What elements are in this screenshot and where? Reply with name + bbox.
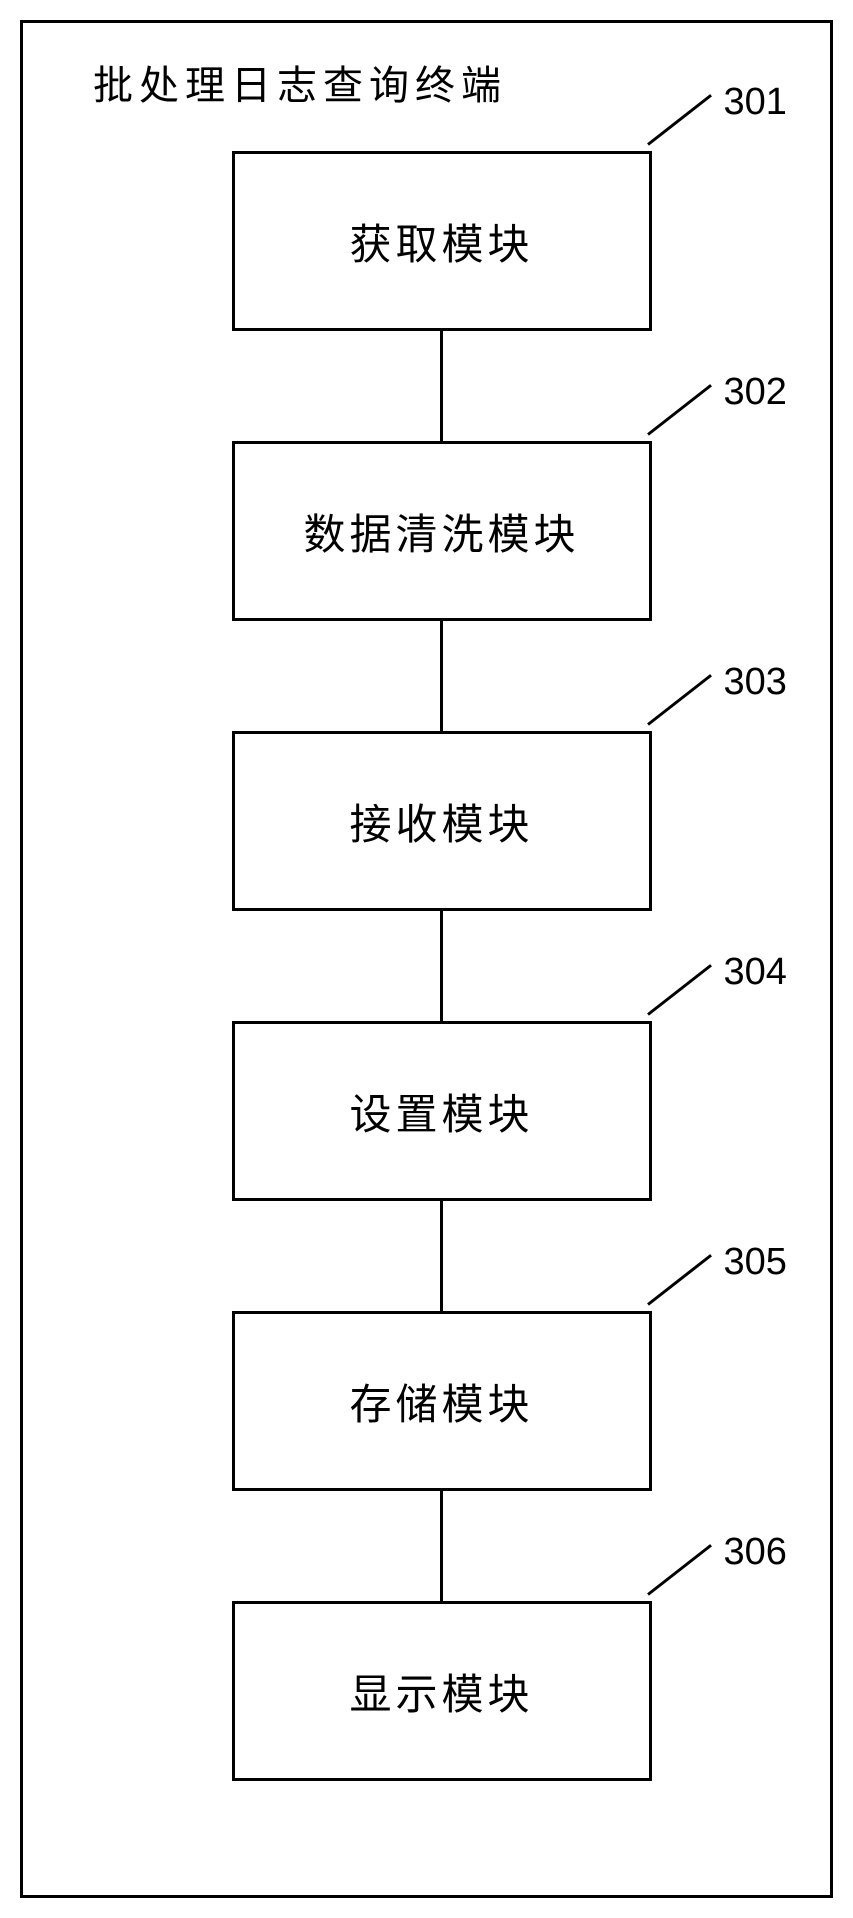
callout-line [647, 964, 712, 1016]
node-label: 获取模块 [349, 211, 533, 272]
callout-number: 302 [724, 371, 787, 414]
flowchart-node: 获取模块 [232, 151, 652, 331]
node-wrapper: 数据清洗模块 302 [232, 441, 652, 621]
flowchart-node: 存储模块 [232, 1311, 652, 1491]
node-label: 数据清洗模块 [303, 501, 579, 562]
node-label: 接收模块 [349, 791, 533, 852]
connector-line [440, 911, 443, 1021]
callout: 303 [652, 723, 728, 726]
flowchart-node: 显示模块 [232, 1601, 652, 1781]
node-wrapper: 设置模块 304 [232, 1021, 652, 1201]
callout-number: 301 [724, 81, 787, 124]
node-label: 存储模块 [349, 1371, 533, 1432]
callout-line [647, 1254, 712, 1306]
callout-number: 305 [724, 1241, 787, 1284]
callout: 302 [652, 433, 728, 436]
node-label: 设置模块 [349, 1081, 533, 1142]
callout: 301 [652, 143, 728, 146]
diagram-title: 批处理日志查询终端 [93, 53, 770, 111]
callout: 304 [652, 1013, 728, 1016]
node-wrapper: 存储模块 305 [232, 1311, 652, 1491]
callout: 305 [652, 1303, 728, 1306]
callout-number: 303 [724, 661, 787, 704]
connector-line [440, 331, 443, 441]
callout: 306 [652, 1593, 728, 1596]
callout-number: 306 [724, 1531, 787, 1574]
callout-line [647, 384, 712, 436]
node-wrapper: 获取模块 301 [232, 151, 652, 331]
callout-number: 304 [724, 951, 787, 994]
callout-line [647, 1544, 712, 1596]
connector-line [440, 1201, 443, 1311]
node-wrapper: 接收模块 303 [232, 731, 652, 911]
outer-frame: 批处理日志查询终端 获取模块 301 数据清洗模块 302 接收模块 [20, 20, 833, 1898]
flowchart-node: 设置模块 [232, 1021, 652, 1201]
node-wrapper: 显示模块 306 [232, 1601, 652, 1781]
flowchart: 获取模块 301 数据清洗模块 302 接收模块 303 [113, 151, 770, 1781]
flowchart-node: 数据清洗模块 [232, 441, 652, 621]
connector-line [440, 621, 443, 731]
callout-line [647, 674, 712, 726]
flowchart-node: 接收模块 [232, 731, 652, 911]
connector-line [440, 1491, 443, 1601]
node-label: 显示模块 [349, 1661, 533, 1722]
